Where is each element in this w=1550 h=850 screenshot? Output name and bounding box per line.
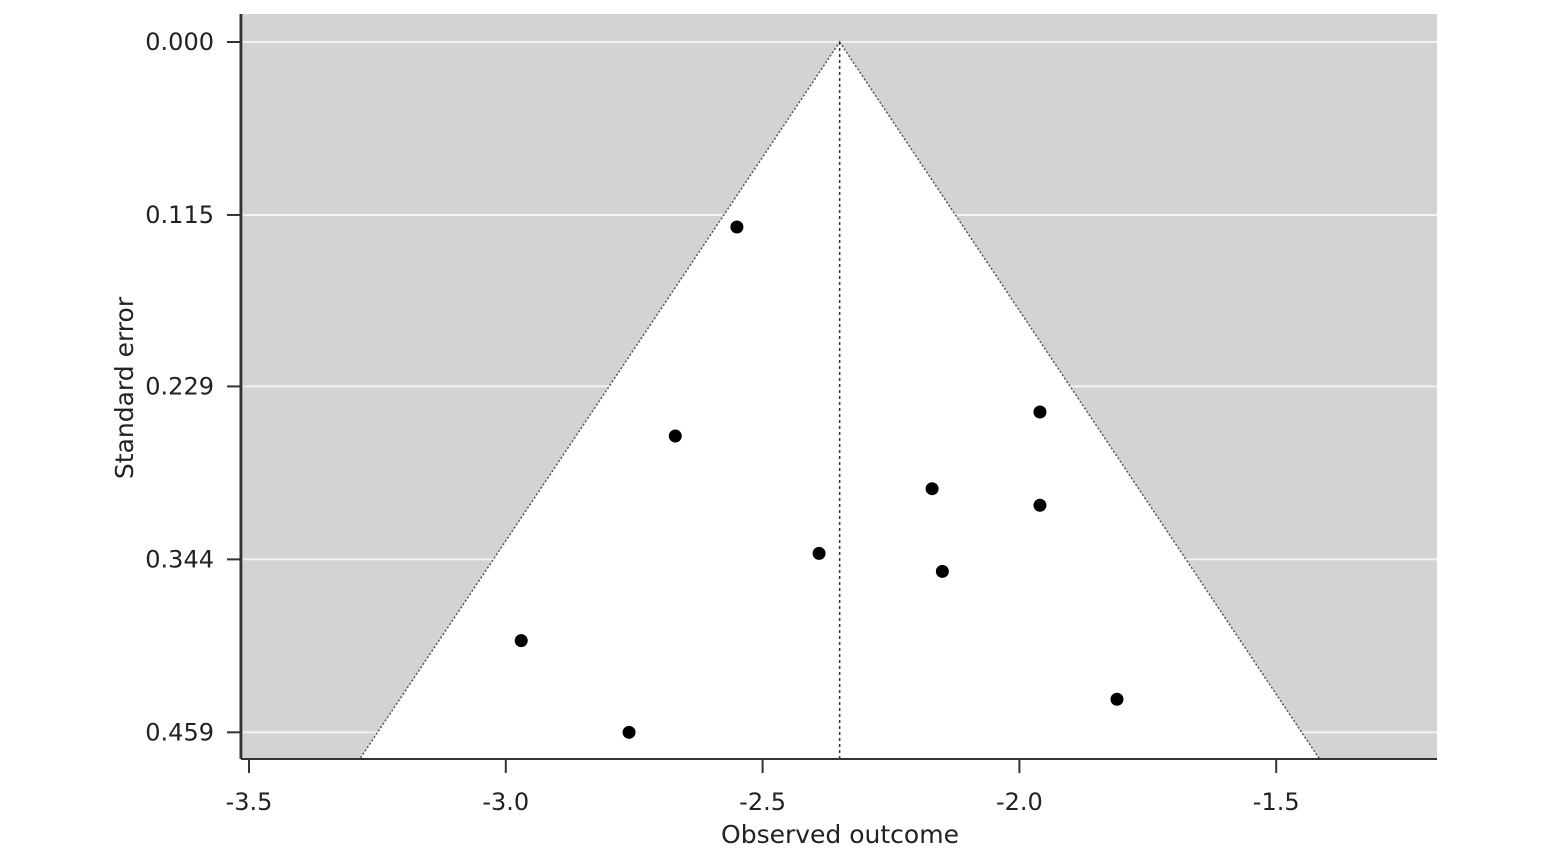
data-point-8 (1110, 692, 1124, 706)
x-tick-label-1: -3.0 (482, 788, 529, 816)
y-tick-label-2: 0.229 (145, 372, 214, 400)
data-point-2 (1033, 405, 1047, 419)
x-tick-label-4: -1.5 (1253, 788, 1300, 816)
data-point-1 (668, 429, 682, 443)
y-axis-title: Standard error (110, 296, 139, 479)
data-points (514, 220, 1124, 739)
x-axis: -3.5 -3.0 -2.5 -2.0 -1.5 (226, 758, 1437, 816)
y-tick-label-4: 0.459 (145, 718, 214, 746)
y-tick-label-1: 0.115 (145, 201, 214, 229)
data-point-4 (1033, 498, 1047, 512)
data-point-9 (622, 725, 636, 739)
data-point-7 (514, 634, 528, 648)
data-point-0 (730, 220, 744, 234)
data-point-6 (935, 564, 949, 578)
data-point-3 (925, 482, 939, 496)
x-axis-title: Observed outcome (721, 820, 959, 849)
x-tick-label-3: -2.0 (996, 788, 1043, 816)
data-point-5 (812, 546, 826, 560)
y-axis: 0.000 0.115 0.229 0.344 0.459 (145, 14, 243, 759)
funnel-region (358, 40, 1321, 760)
y-tick-label-3: 0.344 (145, 545, 214, 573)
y-tick-label-0: 0.000 (145, 28, 214, 56)
x-tick-label-0: -3.5 (226, 788, 273, 816)
x-tick-label-2: -2.5 (739, 788, 786, 816)
